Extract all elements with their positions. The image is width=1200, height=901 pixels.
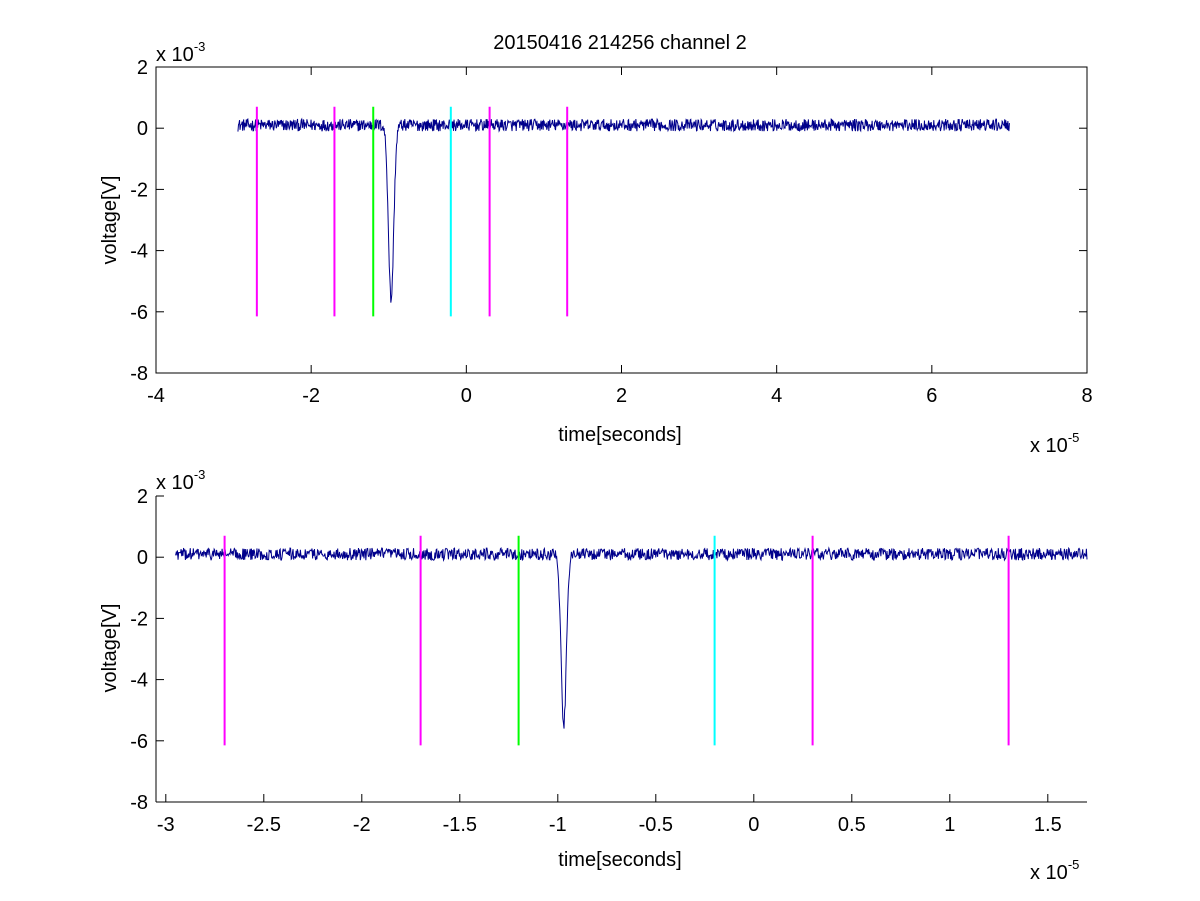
bottom-y-multiplier-exponent: -3: [194, 467, 206, 482]
bottom-plot-area: [175, 535, 1088, 746]
bottom-x-tick-label: -2: [353, 814, 371, 836]
bottom-y-tick-label: -4: [130, 670, 148, 692]
top-x-multiplier-exponent: -5: [1068, 430, 1080, 445]
bottom-x-tick-label: -1: [549, 814, 567, 836]
bottom-x-tick-label: -3: [157, 814, 175, 836]
bottom-x-multiplier-exponent: -5: [1068, 857, 1080, 872]
bottom-x-axis-label: time[seconds]: [558, 849, 681, 871]
bottom-x-tick-label: 1: [944, 814, 955, 836]
top-plot-area: [237, 106, 1010, 317]
top-x-tick-label: 6: [926, 385, 937, 407]
top-x-multiplier: x 10-5: [1030, 430, 1079, 457]
top-signal-trace: [237, 117, 1010, 303]
top-x-ticks: -4 -2 0 2 4 6 8: [147, 67, 1093, 407]
bottom-y-tick-label: 2: [137, 486, 148, 508]
bottom-signal-trace: [175, 546, 1088, 729]
top-y-multiplier-exponent: -3: [194, 39, 206, 54]
top-subplot: 20150416 214256 channel 2 -4 -2 0 2 4 6 8 -8 -6…: [99, 32, 1093, 457]
top-y-ticks: -8 -6 -4 -2 0 2: [130, 57, 1087, 385]
top-y-tick-label: -6: [130, 302, 148, 324]
bottom-x-multiplier-base: x 10: [1030, 862, 1068, 884]
top-x-tick-label: -4: [147, 385, 165, 407]
top-y-tick-label: 2: [137, 57, 148, 79]
bottom-subplot: -3 -2.5 -2 -1.5 -1 -0.5 0 0.5 1 1.5 -8 -6 -4 -2 0 2 ti…: [99, 467, 1088, 884]
bottom-x-tick-label: 0: [748, 814, 759, 836]
bottom-x-tick-label: 1.5: [1034, 814, 1062, 836]
top-y-axis-label: voltage[V]: [99, 176, 121, 265]
chart-title: 20150416 214256 channel 2: [493, 32, 747, 54]
top-y-tick-label: 0: [137, 118, 148, 140]
bottom-x-ticks: -3 -2.5 -2 -1.5 -1 -0.5 0 0.5 1 1.5: [157, 794, 1062, 836]
top-y-multiplier: x 10-3: [156, 39, 205, 66]
bottom-x-tick-label: -1.5: [443, 814, 477, 836]
bottom-y-ticks: -8 -6 -4 -2 0 2: [130, 486, 164, 814]
top-x-tick-label: 4: [771, 385, 782, 407]
bottom-y-tick-label: -6: [130, 731, 148, 753]
top-y-tick-label: -4: [130, 241, 148, 263]
top-y-tick-label: -2: [130, 179, 148, 201]
bottom-x-tick-label: -0.5: [639, 814, 673, 836]
bottom-x-tick-label: 0.5: [838, 814, 866, 836]
top-x-axis-label: time[seconds]: [558, 424, 681, 446]
bottom-y-multiplier: x 10-3: [156, 467, 205, 494]
bottom-y-multiplier-base: x 10: [156, 472, 194, 494]
bottom-y-tick-label: -8: [130, 792, 148, 814]
bottom-y-axis-label: voltage[V]: [99, 604, 121, 693]
top-x-tick-label: 2: [616, 385, 627, 407]
bottom-x-tick-label: -2.5: [247, 814, 281, 836]
bottom-y-tick-label: 0: [137, 547, 148, 569]
bottom-y-tick-label: -2: [130, 608, 148, 630]
top-x-tick-label: -2: [302, 385, 320, 407]
top-x-tick-label: 0: [461, 385, 472, 407]
top-y-multiplier-base: x 10: [156, 44, 194, 66]
top-x-tick-label: 8: [1081, 385, 1092, 407]
top-y-tick-label: -8: [130, 363, 148, 385]
bottom-x-multiplier: x 10-5: [1030, 857, 1079, 884]
top-x-multiplier-base: x 10: [1030, 435, 1068, 457]
